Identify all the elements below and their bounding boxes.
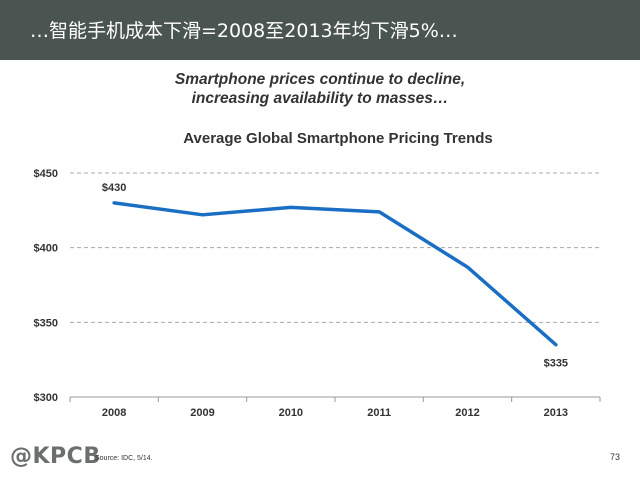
series-line-0: [112, 201, 558, 347]
y-tick-label-300: $300: [34, 392, 58, 404]
data-label-2013: $335: [544, 358, 568, 370]
data-label-2008: $430: [102, 182, 126, 194]
subtitle-line-1: Smartphone prices continue to decline,: [174, 71, 466, 88]
slide-subtitle: Smartphone prices continue to decline, i…: [0, 70, 640, 108]
x-tick-label-2013: 2013: [544, 407, 568, 419]
y-tick-label-400: $400: [34, 243, 58, 255]
x-tick-label-2012: 2012: [455, 407, 479, 419]
x-tick-label-2010: 2010: [279, 407, 303, 419]
x-tick-label-2008: 2008: [102, 407, 126, 419]
source-note: Source: IDC, 5/14.: [95, 455, 153, 462]
y-tick-label-350: $350: [34, 317, 58, 329]
chart-axes: [69, 396, 601, 402]
chart-data-labels: $430 $335: [102, 182, 568, 370]
kpcb-logo: @KPCB: [10, 444, 101, 469]
x-tick-label-2009: 2009: [190, 407, 214, 419]
pricing-line-chart: Average Global Smartphone Pricing Trends…: [34, 130, 601, 419]
chart-title: Average Global Smartphone Pricing Trends: [183, 130, 493, 147]
y-tick-label-450: $450: [34, 168, 58, 180]
slide-title: …智能手机成本下滑=2008至2013年均下滑5%…: [30, 20, 458, 42]
subtitle-line-2: increasing availability to masses…: [191, 90, 449, 107]
page-number: 73: [610, 452, 621, 462]
chart-series: [112, 201, 558, 347]
x-axis-tick-labels: 2008 2009 2010 2011 2012 2013: [102, 407, 568, 419]
chart-gridlines: [70, 172, 600, 323]
slide-header: …智能手机成本下滑=2008至2013年均下滑5%…: [0, 0, 640, 60]
x-tick-label-2011: 2011: [367, 407, 391, 419]
y-axis-tick-labels: $300 $350 $400 $450: [34, 168, 58, 404]
